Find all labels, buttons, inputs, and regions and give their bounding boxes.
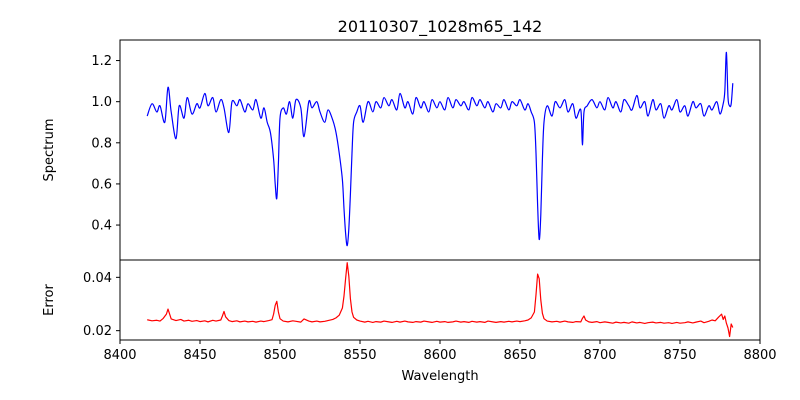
x-tick-label: 8750: [663, 348, 696, 363]
x-tick-label: 8500: [263, 348, 296, 363]
x-tick-label: 8800: [743, 348, 776, 363]
error-y-ticks: 0.02 0.04: [83, 271, 120, 339]
error-y-tick-label: 0.02: [83, 324, 112, 339]
spectrum-y-tick-label: 0.6: [91, 177, 112, 192]
spectrum-y-tick-label: 0.4: [91, 219, 112, 234]
spectrum-y-tick-label: 0.8: [91, 136, 112, 151]
spectrum-y-tick-label: 1.0: [91, 95, 112, 110]
x-axis-ticks: 8400 8450 8500 8550 8600 8650 8700 8750 8800: [103, 340, 777, 363]
error-y-axis-label: Error: [42, 284, 57, 316]
x-tick-label: 8550: [343, 348, 376, 363]
x-tick-label: 8650: [503, 348, 536, 363]
spectrum-series-line: [146, 51, 734, 247]
spectrum-y-ticks: 0.4 0.6 0.8 1.0 1.2: [91, 54, 120, 234]
x-tick-label: 8700: [583, 348, 616, 363]
x-tick-label: 8450: [183, 348, 216, 363]
spectrum-y-axis-label: Spectrum: [42, 119, 57, 182]
chart-title: 20110307_1028m65_142: [338, 17, 543, 37]
x-tick-label: 8600: [423, 348, 456, 363]
x-tick-label: 8400: [103, 348, 136, 363]
error-y-tick-label: 0.04: [83, 271, 112, 286]
error-series-line: [147, 262, 734, 338]
error-panel: 0.02 0.04 Error: [42, 259, 761, 341]
x-axis-label: Wavelength: [401, 369, 478, 384]
spectrum-y-tick-label: 1.2: [91, 54, 112, 69]
